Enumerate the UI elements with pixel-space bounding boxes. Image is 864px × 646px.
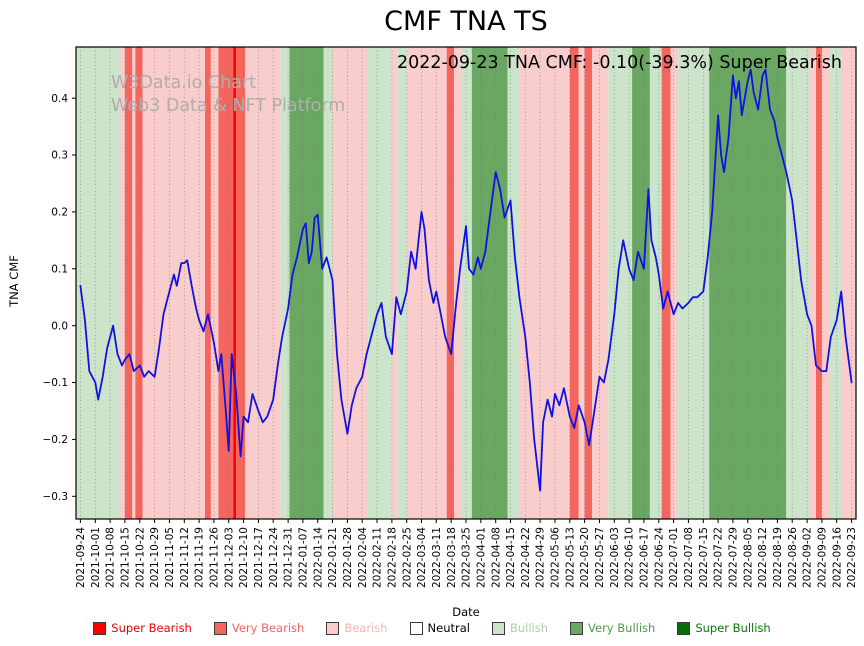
- legend-label: Neutral: [427, 621, 470, 635]
- svg-text:2022-07-08: 2022-07-08: [683, 527, 695, 588]
- svg-text:2022-06-10: 2022-06-10: [624, 527, 636, 588]
- svg-text:2021-09-24: 2021-09-24: [75, 527, 87, 588]
- svg-text:2022-01-14: 2022-01-14: [312, 527, 324, 588]
- svg-text:2022-07-22: 2022-07-22: [713, 527, 725, 588]
- svg-text:2021-12-17: 2021-12-17: [253, 527, 265, 588]
- svg-text:2022-01-07: 2022-01-07: [298, 527, 310, 588]
- svg-text:2021-12-03: 2021-12-03: [223, 527, 235, 588]
- legend-item-super-bearish: Super Bearish: [93, 621, 192, 635]
- watermark: W3Data.io Chart Web3 Data & NFT Platform: [111, 72, 345, 118]
- svg-text:2021-12-24: 2021-12-24: [268, 527, 280, 588]
- svg-text:2022-04-29: 2022-04-29: [535, 527, 547, 588]
- svg-text:2022-02-18: 2022-02-18: [387, 527, 399, 588]
- legend-label: Bearish: [344, 621, 388, 635]
- svg-text:−0.2: −0.2: [43, 434, 69, 446]
- svg-text:2022-02-04: 2022-02-04: [357, 527, 369, 588]
- legend-swatch: [570, 621, 584, 635]
- legend-label: Very Bearish: [231, 621, 305, 635]
- x-axis: 2021-09-24 2021-10-01 2021-10-08 2021-10-15…: [75, 519, 858, 588]
- watermark-line2: Web3 Data & NFT Platform: [111, 96, 346, 117]
- legend-item-neutral: Neutral: [409, 621, 470, 635]
- gridlines: [79, 47, 853, 519]
- svg-text:2022-06-17: 2022-06-17: [639, 527, 651, 588]
- svg-text:0.3: 0.3: [51, 150, 68, 162]
- svg-text:2022-03-11: 2022-03-11: [431, 527, 443, 588]
- svg-text:2022-08-12: 2022-08-12: [757, 527, 769, 588]
- svg-text:−0.1: −0.1: [43, 377, 69, 389]
- svg-text:2022-04-01: 2022-04-01: [475, 527, 487, 588]
- legend-item-very-bearish: Very Bearish: [213, 621, 305, 635]
- svg-text:2022-01-28: 2022-01-28: [342, 527, 354, 588]
- legend-label: Bullish: [509, 621, 549, 635]
- legend-item-very-bullish: Very Bullish: [570, 621, 655, 635]
- cmf-series-line: [79, 68, 853, 492]
- svg-text:2022-09-16: 2022-09-16: [831, 527, 843, 588]
- svg-text:2022-08-26: 2022-08-26: [787, 527, 799, 588]
- svg-text:2022-03-04: 2022-03-04: [416, 527, 428, 588]
- svg-text:2022-02-11: 2022-02-11: [372, 527, 384, 588]
- legend-swatch: [326, 621, 340, 635]
- svg-text:2021-11-26: 2021-11-26: [209, 527, 221, 588]
- svg-text:2022-01-21: 2022-01-21: [327, 527, 339, 588]
- watermark-line1: W3Data.io Chart: [111, 73, 257, 93]
- svg-text:2022-05-20: 2022-05-20: [579, 527, 591, 588]
- svg-text:2022-08-19: 2022-08-19: [772, 527, 784, 588]
- svg-text:2022-09-09: 2022-09-09: [817, 527, 829, 588]
- page-title: CMF TNA TS: [384, 6, 548, 37]
- svg-text:2022-06-24: 2022-06-24: [653, 527, 665, 588]
- svg-text:2021-10-29: 2021-10-29: [149, 527, 161, 588]
- svg-text:2022-04-15: 2022-04-15: [505, 527, 517, 588]
- svg-text:2021-10-22: 2021-10-22: [134, 527, 146, 588]
- svg-text:2022-02-25: 2022-02-25: [401, 527, 413, 588]
- svg-text:2021-12-31: 2021-12-31: [283, 527, 295, 588]
- svg-text:2022-03-18: 2022-03-18: [446, 527, 458, 588]
- svg-text:2021-12-10: 2021-12-10: [238, 527, 250, 588]
- svg-text:2022-03-25: 2022-03-25: [461, 527, 473, 588]
- svg-text:2022-09-02: 2022-09-02: [802, 527, 814, 588]
- legend-item-super-bullish: Super Bullish: [677, 621, 771, 635]
- legend-label: Super Bullish: [695, 621, 771, 635]
- svg-text:2022-08-05: 2022-08-05: [742, 527, 754, 588]
- legend-swatch: [93, 621, 107, 635]
- legend-label: Very Bullish: [588, 621, 656, 635]
- svg-text:0.4: 0.4: [51, 93, 68, 105]
- svg-text:2022-04-08: 2022-04-08: [490, 527, 502, 588]
- svg-text:2022-07-15: 2022-07-15: [698, 527, 710, 588]
- svg-text:2021-10-01: 2021-10-01: [90, 527, 102, 588]
- svg-text:−0.3: −0.3: [43, 491, 69, 503]
- legend-swatch: [409, 621, 423, 635]
- svg-text:2022-04-22: 2022-04-22: [520, 527, 532, 588]
- svg-text:2022-07-29: 2022-07-29: [728, 527, 740, 588]
- legend-swatch: [677, 621, 691, 635]
- sentiment-bands: [76, 47, 856, 519]
- svg-text:2022-05-06: 2022-05-06: [550, 527, 562, 588]
- x-axis-label: Date: [452, 605, 480, 619]
- y-axis-label: TNA CMF: [7, 255, 21, 307]
- y-axis: 0.4 0.3 0.2 0.1 0.0 −0.1 −0.2 −0.3: [43, 93, 76, 503]
- svg-text:2021-10-08: 2021-10-08: [105, 527, 117, 588]
- svg-text:2021-11-05: 2021-11-05: [164, 527, 176, 588]
- legend-label: Super Bearish: [111, 621, 192, 635]
- svg-text:0.2: 0.2: [51, 207, 68, 219]
- svg-text:2022-05-27: 2022-05-27: [594, 527, 606, 588]
- svg-text:0.1: 0.1: [51, 263, 68, 275]
- latest-value-annotation: 2022-09-23 TNA CMF: -0.10(-39.3%) Super …: [396, 53, 842, 73]
- svg-text:2022-07-01: 2022-07-01: [668, 527, 680, 588]
- svg-text:2022-09-23: 2022-09-23: [846, 527, 858, 588]
- svg-text:2022-06-03: 2022-06-03: [609, 527, 621, 588]
- svg-text:0.0: 0.0: [51, 320, 68, 332]
- svg-text:2021-11-12: 2021-11-12: [179, 527, 191, 588]
- svg-text:2021-11-19: 2021-11-19: [194, 527, 206, 588]
- legend-swatch: [213, 621, 227, 635]
- legend-item-bullish: Bullish: [491, 621, 549, 635]
- legend-item-bearish: Bearish: [326, 621, 388, 635]
- legend: Super Bearish Very Bearish Bearish Neutral B…: [0, 621, 864, 635]
- svg-text:2022-05-13: 2022-05-13: [564, 527, 576, 588]
- svg-text:2021-10-15: 2021-10-15: [120, 527, 132, 588]
- legend-swatch: [491, 621, 505, 635]
